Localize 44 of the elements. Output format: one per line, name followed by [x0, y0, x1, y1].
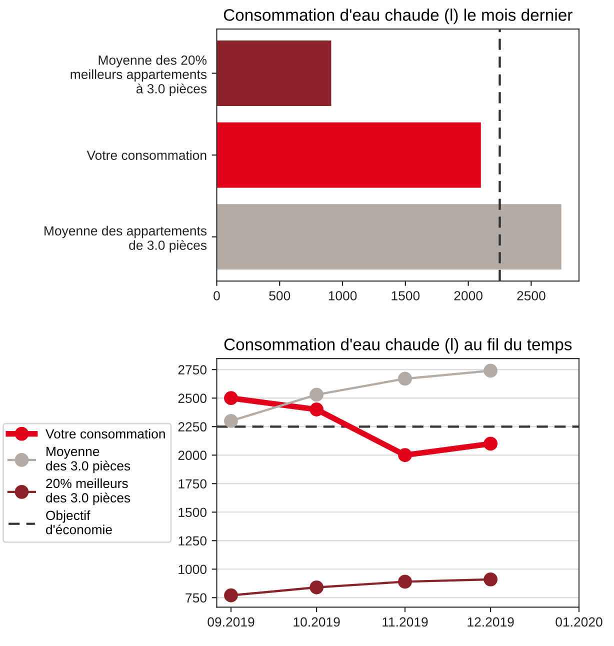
y-tick-label: 1250 — [178, 536, 207, 546]
y-tick-label: Moyenne des 20% meilleurs appartements à 3.0 pièces — [70, 55, 207, 96]
y-tick-label: 1750 — [178, 479, 207, 489]
point — [310, 402, 324, 416]
point — [310, 388, 324, 402]
legend-label: Moyenne des 3.0 pièces — [46, 446, 130, 474]
chart-title: Consommation d'eau chaude (l) le mois dernier — [224, 8, 572, 24]
point — [484, 572, 498, 586]
x-tick-label: 01.2020 — [556, 617, 602, 627]
x-tick-label: 0 — [214, 291, 220, 300]
point — [224, 588, 238, 602]
legend-label: 20% meilleurs des 3.0 pièces — [46, 478, 130, 506]
y-tick-label: 750 — [186, 593, 207, 603]
x-tick-label: 1000 — [328, 291, 357, 300]
legend-label: Votre consommation — [46, 428, 165, 439]
y-tick-label: 2750 — [178, 365, 207, 374]
x-tick-label: 2500 — [517, 291, 546, 300]
bar — [216, 122, 481, 188]
point — [224, 414, 238, 428]
chart-title: Consommation d'eau chaude (l) au fil du temps — [224, 338, 572, 354]
x-tick-label: 1500 — [392, 291, 420, 300]
x-tick-label: 11.2019 — [382, 617, 428, 627]
point — [484, 436, 498, 451]
x-tick-label: 09.2019 — [208, 617, 254, 627]
bar — [216, 204, 562, 270]
point — [398, 574, 412, 589]
y-tick-label: 1500 — [178, 508, 207, 518]
x-tick-label: 10.2019 — [294, 617, 340, 627]
point — [398, 448, 412, 462]
point — [310, 580, 324, 594]
y-tick-label: Moyenne des appartements de 3.0 pièces — [44, 226, 207, 253]
point — [224, 391, 238, 406]
y-tick-label: 2500 — [178, 394, 207, 404]
point — [398, 372, 412, 386]
y-tick-label: Votre consommation — [86, 150, 206, 160]
legend-label: Objectif d'économie — [46, 510, 112, 534]
bar — [216, 40, 332, 106]
x-tick-label: 12.2019 — [468, 617, 514, 627]
point — [484, 364, 498, 378]
y-tick-label: 1000 — [178, 564, 207, 574]
y-tick-label: 2000 — [178, 450, 207, 460]
x-tick-label: 2000 — [454, 291, 482, 300]
y-tick-label: 2250 — [178, 422, 207, 432]
x-tick-label: 500 — [269, 291, 290, 300]
